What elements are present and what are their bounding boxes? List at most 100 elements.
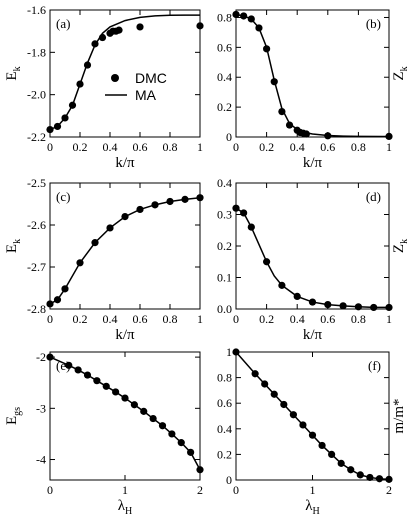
data-point-dmc: [324, 300, 332, 309]
data-point-dmc: [83, 61, 92, 69]
data-point-dmc: [53, 122, 62, 131]
y-tick-label: -2.8: [27, 302, 46, 316]
data-point-dmc: [181, 195, 189, 203]
x-tick-label: 0: [233, 483, 239, 497]
y-tick-label: 0.6: [217, 396, 232, 410]
y-axis-label: Zk: [391, 66, 410, 80]
x-tick-label: 0.6: [133, 140, 148, 154]
series-line-ma: [235, 351, 390, 481]
y-tick-label: 0.6: [217, 40, 232, 54]
plot-frame: [235, 351, 390, 481]
x-tick-label: 0.2: [73, 140, 88, 154]
x-tick-label: 1: [310, 483, 316, 497]
data-point-dmc: [102, 382, 110, 390]
series-line-ma: [235, 13, 390, 138]
data-point-dmc: [289, 411, 297, 419]
data-point-dmc: [106, 224, 114, 232]
panel-label: (c): [56, 189, 70, 204]
data-point-dmc: [240, 12, 248, 20]
x-axis-label: λH: [305, 498, 320, 517]
y-axis-label: Zk: [391, 239, 410, 253]
x-axis-label: k/π: [115, 327, 135, 343]
data-point-dmc: [121, 213, 129, 221]
data-point-dmc: [385, 303, 393, 312]
panel-c: 0 0.2 0.4 0.6 0.8 1 -2.8 -2.7 -2.6 -2.5 k/π Ek (c): [4, 176, 204, 343]
x-tick-label: 0.4: [103, 312, 118, 326]
data-point-dmc: [232, 348, 240, 356]
x-axis-label: k/π: [115, 155, 135, 171]
data-point-dmc: [278, 108, 286, 116]
data-point-dmc: [168, 430, 176, 438]
data-point-dmc: [149, 414, 157, 423]
x-tick-label: 0.8: [163, 140, 178, 154]
x-axis-label-main: k/π: [303, 327, 323, 343]
x-tick-label: 0: [233, 312, 239, 326]
data-point-dmc: [136, 205, 144, 214]
data-point-dmc: [263, 45, 271, 53]
x-tick-label: 0.8: [163, 312, 178, 326]
x-tick-label: 1: [122, 483, 128, 497]
x-tick-label: 0.6: [320, 140, 335, 154]
x-axis-label-main: k/π: [303, 155, 323, 171]
y-axis-label-main: E: [4, 71, 20, 80]
series-line-ma: [49, 14, 200, 131]
data-point-dmc: [136, 23, 144, 31]
y-axis-label: m/m*: [391, 398, 407, 433]
y-tick-label: -2: [36, 350, 46, 364]
panel-label: (b): [366, 16, 381, 31]
data-point-dmc: [76, 80, 84, 88]
x-tick-label: 0.8: [351, 140, 366, 154]
data-point-dmc: [68, 101, 77, 109]
data-point-dmc: [53, 296, 62, 304]
data-point-dmc: [339, 302, 347, 310]
data-point-dmc: [61, 285, 69, 293]
x-axis-label-main: λ: [305, 498, 313, 514]
data-point-dmc: [158, 422, 167, 430]
y-tick-label: 0: [226, 130, 232, 144]
plot-frame: [49, 182, 201, 310]
y-axis-label-sub: k: [399, 239, 410, 244]
data-point-dmc: [65, 361, 73, 369]
x-tick-label: 0.2: [259, 140, 274, 154]
data-point-dmc: [347, 466, 355, 474]
y-axis-label-main: Z: [391, 71, 407, 80]
data-point-dmc: [337, 459, 345, 467]
data-point-dmc: [318, 441, 326, 450]
y-tick-label: 0.8: [217, 371, 232, 385]
x-tick-label: 1: [386, 140, 392, 154]
data-point-dmc: [385, 475, 393, 483]
data-point-dmc: [46, 125, 54, 134]
y-axis-label: Ek: [4, 66, 23, 80]
data-point-dmc: [356, 471, 364, 479]
data-point-dmc: [130, 401, 138, 409]
panel-label: (d): [366, 189, 381, 204]
y-axis-label-sub: k: [399, 66, 410, 71]
x-tick-label: 2: [386, 483, 392, 497]
y-axis-label-main: E: [4, 244, 20, 253]
panel-label: (a): [56, 16, 70, 31]
y-axis-label-sub: gs: [12, 407, 23, 416]
x-tick-label: 0.8: [351, 312, 366, 326]
data-point-dmc: [46, 300, 54, 308]
data-point-dmc: [285, 121, 294, 129]
x-tick-label: 0.2: [259, 312, 274, 326]
panel-a: 0 0.2 0.4 0.6 0.8 1 -2.2 -2.0 -1.8 -1.6 k/π Ek (a) DM…: [4, 3, 204, 171]
data-point-dmc: [76, 259, 84, 267]
x-tick-label: 0.6: [133, 312, 148, 326]
y-tick-label: -2.0: [27, 88, 46, 102]
x-tick-label: 1: [197, 312, 203, 326]
data-point-dmc: [140, 407, 148, 415]
data-point-dmc: [280, 400, 288, 409]
data-point-dmc: [196, 22, 204, 30]
x-axis-label-sub: H: [313, 506, 320, 517]
x-tick-label: 0: [47, 312, 53, 326]
data-point-dmc: [74, 366, 82, 374]
y-tick-label: 0.2: [217, 100, 232, 114]
y-tick-label: -1.8: [27, 45, 46, 59]
data-point-dmc: [115, 26, 123, 34]
data-point-dmc: [308, 298, 317, 306]
x-axis-label-main: λ: [118, 498, 126, 514]
x-tick-label: 0.4: [103, 140, 118, 154]
